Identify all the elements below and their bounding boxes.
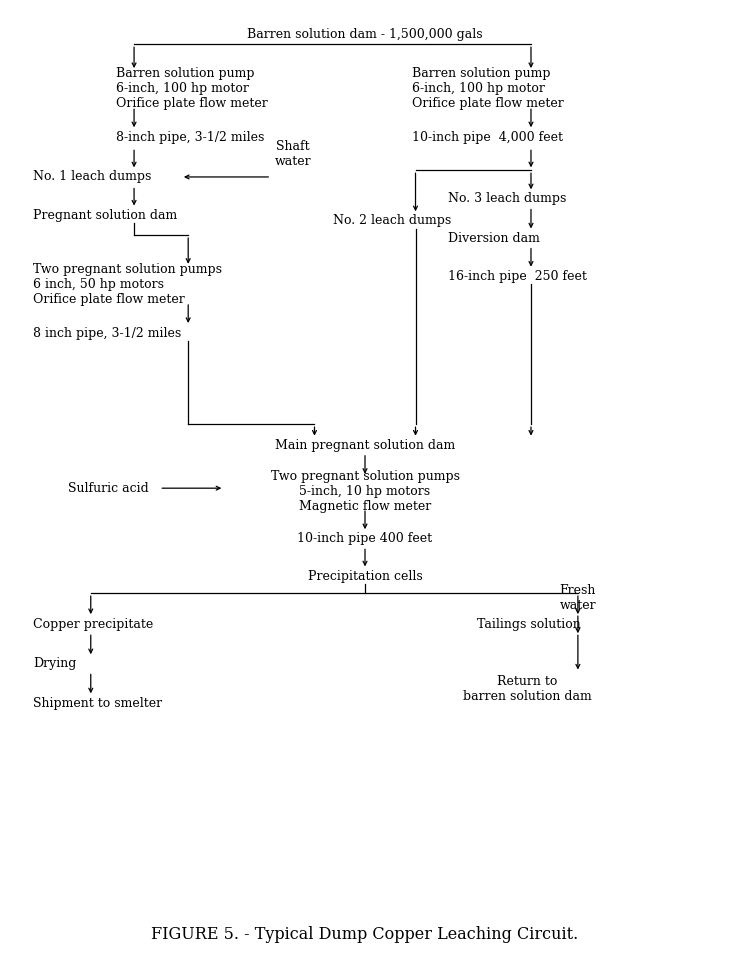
Text: Return to
barren solution dam: Return to barren solution dam — [463, 675, 592, 703]
Text: Drying: Drying — [33, 658, 77, 670]
Text: 8-inch pipe, 3-1/2 miles: 8-inch pipe, 3-1/2 miles — [116, 131, 264, 144]
Text: No. 3 leach dumps: No. 3 leach dumps — [448, 193, 566, 205]
Text: Main pregnant solution dam: Main pregnant solution dam — [275, 439, 455, 452]
Text: Shaft
water: Shaft water — [274, 140, 311, 169]
Text: 10-inch pipe 400 feet: 10-inch pipe 400 feet — [297, 533, 433, 545]
Text: Diversion dam: Diversion dam — [448, 231, 540, 245]
Text: No. 1 leach dumps: No. 1 leach dumps — [33, 170, 151, 184]
Text: FIGURE 5. - Typical Dump Copper Leaching Circuit.: FIGURE 5. - Typical Dump Copper Leaching… — [151, 926, 579, 944]
Text: Barren solution dam - 1,500,000 gals: Barren solution dam - 1,500,000 gals — [247, 28, 483, 41]
Text: Copper precipitate: Copper precipitate — [33, 618, 153, 631]
Text: Precipitation cells: Precipitation cells — [307, 569, 423, 583]
Text: Two pregnant solution pumps
6 inch, 50 hp motors
Orifice plate flow meter: Two pregnant solution pumps 6 inch, 50 h… — [33, 263, 222, 306]
Text: 8 inch pipe, 3-1/2 miles: 8 inch pipe, 3-1/2 miles — [33, 327, 181, 340]
Text: 10-inch pipe  4,000 feet: 10-inch pipe 4,000 feet — [412, 131, 563, 144]
Text: Barren solution pump
6-inch, 100 hp motor
Orifice plate flow meter: Barren solution pump 6-inch, 100 hp moto… — [412, 66, 564, 110]
Text: Tailings solution: Tailings solution — [477, 618, 580, 631]
Text: 16-inch pipe  250 feet: 16-inch pipe 250 feet — [448, 270, 587, 283]
Text: Barren solution pump
6-inch, 100 hp motor
Orifice plate flow meter: Barren solution pump 6-inch, 100 hp moto… — [116, 66, 268, 110]
Text: No. 2 leach dumps: No. 2 leach dumps — [333, 215, 451, 227]
Text: Sulfuric acid: Sulfuric acid — [69, 482, 149, 495]
Text: Fresh
water: Fresh water — [560, 584, 596, 612]
Text: Shipment to smelter: Shipment to smelter — [33, 697, 162, 711]
Text: Pregnant solution dam: Pregnant solution dam — [33, 209, 177, 221]
Text: Two pregnant solution pumps
5-inch, 10 hp motors
Magnetic flow meter: Two pregnant solution pumps 5-inch, 10 h… — [271, 470, 459, 512]
